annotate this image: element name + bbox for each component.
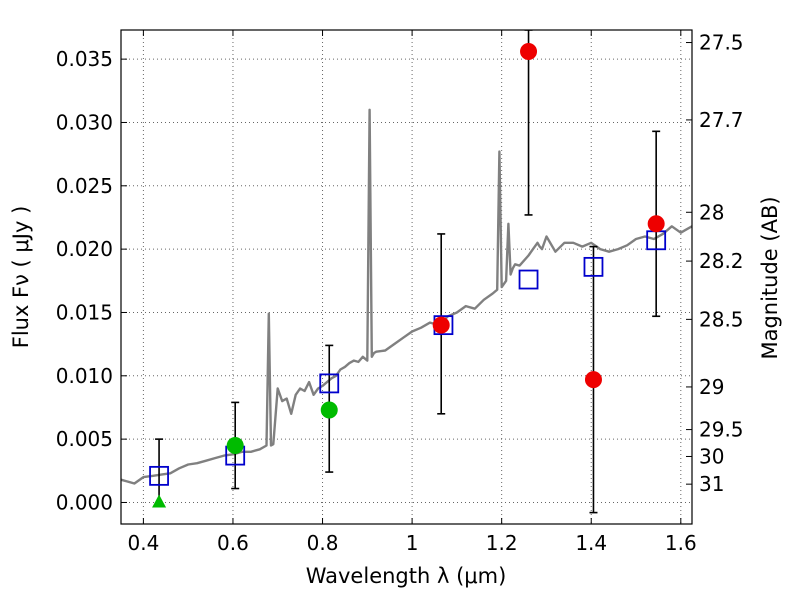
y-tick-label: 0.000 (56, 490, 113, 514)
y2-tick-label: 30 (699, 444, 724, 468)
y2-tick-label: 28.5 (699, 307, 744, 331)
x-tick-label: 1.4 (575, 531, 607, 555)
y2-tick-label: 27.5 (699, 31, 744, 55)
observed-point (647, 215, 665, 233)
model-square (518, 269, 539, 290)
observed-point (226, 436, 244, 454)
y2-tick-label: 29.5 (699, 418, 744, 442)
y-tick-label: 0.010 (56, 364, 113, 388)
upper-limit-triangle (152, 494, 167, 508)
observed-point (584, 371, 602, 389)
y-tick-label: 0.015 (56, 300, 113, 324)
y2-tick-label: 28 (699, 200, 724, 224)
y-axis-label: Flux Fν ( μJy ) (9, 206, 33, 349)
y-tick-label: 0.025 (56, 174, 113, 198)
x-tick-label: 0.8 (307, 531, 339, 555)
y-tick-labels: 0.000 0.005 0.010 0.015 0.020 0.025 0.030 0.035 (56, 47, 113, 514)
model-square (319, 373, 340, 394)
y2-tick-label: 28.2 (699, 249, 744, 273)
plot-content (121, 30, 692, 514)
y-tick-label: 0.020 (56, 237, 113, 261)
plot-frame (120, 29, 693, 525)
observed-point (520, 43, 538, 61)
x-tick-label: 1.2 (486, 531, 518, 555)
x-tick-label: 0.4 (127, 531, 159, 555)
y2-tick-label: 29 (699, 375, 724, 399)
y2-tick-label: 27.7 (699, 108, 744, 132)
x-tick-label: 1 (406, 531, 419, 555)
sed-line (121, 108, 692, 485)
x-tick-label: 0.6 (217, 531, 249, 555)
y-tick-label: 0.005 (56, 427, 113, 451)
x-tick-label: 1.6 (665, 531, 697, 555)
y-tick-label: 0.030 (56, 110, 113, 134)
y2-axis-label: Magnitude (AB) (758, 196, 782, 359)
y2-tick-labels: 27.5 27.7 28 28.2 28.5 29 29.530 31 (699, 31, 744, 497)
x-axis-label: Wavelength λ (μm) (306, 564, 507, 588)
x-tick-labels: 0.4 0.6 0.8 1 1.2 1.4 1.6 (127, 531, 696, 555)
model-square (149, 465, 169, 486)
y-tick-label: 0.035 (56, 47, 113, 71)
observed-point (320, 401, 338, 419)
y2-tick-label: 31 (699, 472, 724, 496)
model-square (583, 256, 604, 277)
axis-ticks (121, 30, 692, 524)
observed-point (432, 316, 450, 334)
